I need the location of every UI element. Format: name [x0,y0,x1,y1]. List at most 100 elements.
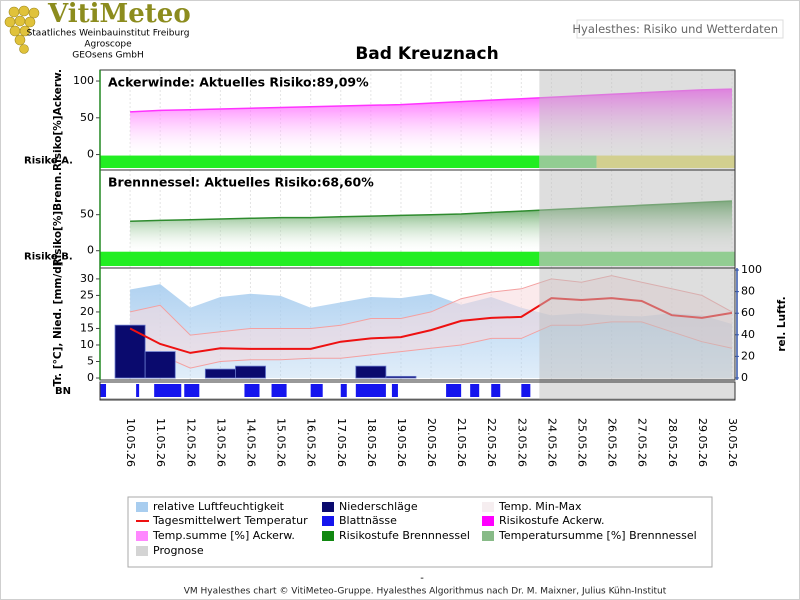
legend-box [127,496,713,568]
leaf-wetness-block [446,384,462,397]
y-tick-label: 0 [87,244,94,257]
y-tick-label: 50 [80,208,94,221]
y-tick-label: 0 [87,148,94,161]
x-tick-label: 15.05.26 [275,418,288,467]
logo-text: VitiMeteo [47,0,191,29]
y-tick-label: 10 [80,338,94,351]
legend-label: Prognose [153,544,204,557]
x-tick-label: 24.05.26 [545,418,558,467]
dash: - [420,573,424,584]
legend-swatch [322,516,334,526]
y2-tick-label: 80 [741,285,755,298]
x-tick-label: 16.05.26 [305,418,318,467]
legend-label: Temp.summe [%] Ackerw. [152,529,295,542]
legend-label: relative Luftfeuchtigkeit [153,500,285,513]
x-tick-label: 28.05.26 [666,418,679,467]
leaf-wetness-block [136,384,140,397]
panel-label: Ackerwinde: Aktuelles Risiko:89,09% [108,75,369,90]
precipitation-bar [355,365,387,379]
legend-swatch [136,531,148,541]
y-axis-label: Risiko[%]Brenn. [52,172,64,267]
x-tick-label: 27.05.26 [636,418,649,467]
y2-tick-label: 20 [741,349,755,362]
leaf-wetness-block [244,384,260,397]
tab-label: Hyalesthes: Risiko und Wetterdaten [572,22,778,36]
bn-frame [99,381,736,401]
leaf-wetness-block [491,384,501,397]
logo-grapes [4,5,40,54]
precipitation-bar [144,351,176,379]
leaf-wetness-block [521,384,531,397]
legend-label: Temperatursumme [%] Brennnessel [498,529,697,542]
x-tick-label: 19.05.26 [395,418,408,467]
legend-swatch [322,531,334,541]
x-tick-label: 26.05.26 [606,418,619,467]
y2-tick-label: 0 [741,371,748,384]
legend-label: Tagesmittelwert Temperatur [152,514,308,527]
y-tick-label: 50 [80,111,94,124]
x-tick-label: 14.05.26 [244,418,257,467]
x-tick-label: 10.05.26 [124,418,137,467]
leaf-wetness-block [355,384,386,397]
legend-label: Niederschläge [339,500,418,513]
tab-box [576,19,784,39]
risk-label: Risiko A. [24,156,73,167]
y-tick-label: 100 [73,74,94,87]
legend-label: Risikostufe Brennnessel [339,529,470,542]
panel-label: Brennnessel: Aktuelles Risiko:68,60% [108,175,374,190]
legend-swatch [136,546,148,556]
legend-swatch [482,531,494,541]
precipitation-bar [204,368,236,379]
x-tick-label: 23.05.26 [515,418,528,467]
legend-swatch [136,502,148,512]
y-axis-label: Tr. [°C], Nied. [mm/d] [52,261,64,386]
y-tick-label: 20 [80,305,94,318]
legend-label: Blattnässe [339,514,397,527]
legend-swatch [322,502,334,512]
footer: VM Hyalesthes chart © VitiMeteo-Gruppe. … [184,587,667,597]
leaf-wetness-label: BN [55,386,71,397]
y-tick-label: 30 [80,272,94,285]
precipitation-bar [385,375,417,379]
x-tick-label: 25.05.26 [576,418,589,467]
precipitation-bar [235,365,266,379]
x-tick-label: 11.05.26 [154,418,167,467]
y-tick-label: 5 [87,354,94,367]
y-tick-label: 25 [80,288,94,301]
legend-label: Temp. Min-Max [498,500,582,513]
institute-line: Agroscope [84,40,132,50]
x-tick-label: 18.05.26 [365,418,378,467]
legend-label: Risikostufe Ackerw. [499,514,604,527]
risk-label: Risiko B. [24,252,73,263]
institute-line: GEOsens GmbH [72,51,143,61]
y-tick-label: 15 [80,321,94,334]
leaf-wetness-block [184,384,200,397]
risk-segment [100,155,540,168]
x-tick-label: 22.05.26 [485,418,498,467]
x-tick-label: 30.05.26 [726,418,739,467]
legend-swatch [482,502,494,512]
x-tick-label: 29.05.26 [696,418,709,467]
y-tick-label: 0 [87,371,94,384]
x-tick-label: 13.05.26 [214,418,227,467]
leaf-wetness-block [470,384,480,397]
x-tick-label: 17.05.26 [335,418,348,467]
y2-tick-label: 100 [741,263,762,276]
x-tick-label: 12.05.26 [184,418,197,467]
risk-segment [100,251,540,266]
chart-title: Bad Kreuznach [355,44,498,64]
y2-tick-label: 40 [741,328,755,341]
institute-line: Staatliches Weinbauinstitut Freiburg [27,29,190,39]
leaf-wetness-block [154,384,182,397]
leaf-wetness-block [340,384,347,397]
x-tick-label: 20.05.26 [425,418,438,467]
prognosis-region [539,70,735,400]
x-tick-label: 21.05.26 [455,418,468,467]
y2-tick-label: 60 [741,306,755,319]
y-axis-label: Risiko[%]Ackerw. [52,69,64,171]
leaf-wetness-block [310,384,323,397]
leaf-wetness-block [271,384,287,397]
legend-swatch [482,516,494,526]
y2-axis-label: rel. Luftf. [776,296,788,351]
